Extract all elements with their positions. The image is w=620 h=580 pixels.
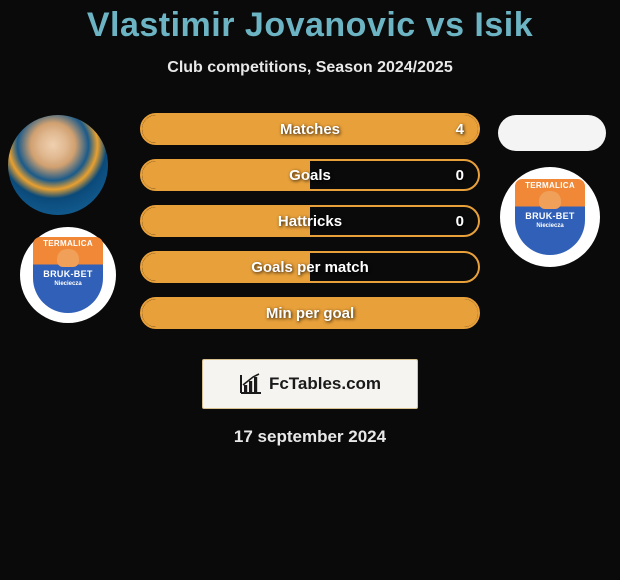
stat-label: Min per goal xyxy=(266,305,354,322)
comparison-title: Vlastimir Jovanovic vs Isik xyxy=(0,0,620,45)
club-badge-bottom-text: Nieciecza xyxy=(536,223,563,229)
stat-label: Matches xyxy=(280,121,340,138)
club-badge-mid-text: BRUK-BET xyxy=(43,269,92,279)
stat-bar: Matches 4 xyxy=(140,113,480,145)
stat-bar: Min per goal xyxy=(140,297,480,329)
stat-label: Goals xyxy=(289,167,331,184)
stats-area: TERMALICA BRUK-BET Nieciecza TERMALICA B… xyxy=(0,107,620,347)
stat-bar: Goals 0 xyxy=(140,159,480,191)
player-left-club-badge: TERMALICA BRUK-BET Nieciecza xyxy=(20,227,116,323)
player-left-avatar xyxy=(8,115,108,215)
stat-bar: Hattricks 0 xyxy=(140,205,480,237)
club-badge-mid-text: BRUK-BET xyxy=(525,211,574,221)
club-badge-top-text: TERMALICA xyxy=(525,181,575,190)
club-mascot-icon xyxy=(57,249,79,267)
club-shield-icon: TERMALICA BRUK-BET Nieciecza xyxy=(515,179,585,255)
chart-icon xyxy=(239,373,263,395)
stat-bar-fill xyxy=(142,161,310,189)
stat-label: Hattricks xyxy=(278,213,342,230)
stat-bars: Matches 4 Goals 0 Hattricks 0 Goals per … xyxy=(140,113,480,329)
stat-value: 4 xyxy=(456,121,464,138)
stat-label: Goals per match xyxy=(251,259,369,276)
player-right-avatar xyxy=(498,115,606,151)
club-badge-bottom-text: Nieciecza xyxy=(54,281,81,287)
stat-value: 0 xyxy=(456,167,464,184)
club-mascot-icon xyxy=(539,191,561,209)
site-logo[interactable]: FcTables.com xyxy=(202,359,418,409)
comparison-subtitle: Club competitions, Season 2024/2025 xyxy=(0,59,620,77)
club-badge-top-text: TERMALICA xyxy=(43,239,93,248)
stat-value: 0 xyxy=(456,213,464,230)
club-shield-icon: TERMALICA BRUK-BET Nieciecza xyxy=(33,237,103,313)
player-right-club-badge: TERMALICA BRUK-BET Nieciecza xyxy=(500,167,600,267)
site-logo-text: FcTables.com xyxy=(269,374,381,394)
snapshot-date: 17 september 2024 xyxy=(0,427,620,447)
stat-bar: Goals per match xyxy=(140,251,480,283)
